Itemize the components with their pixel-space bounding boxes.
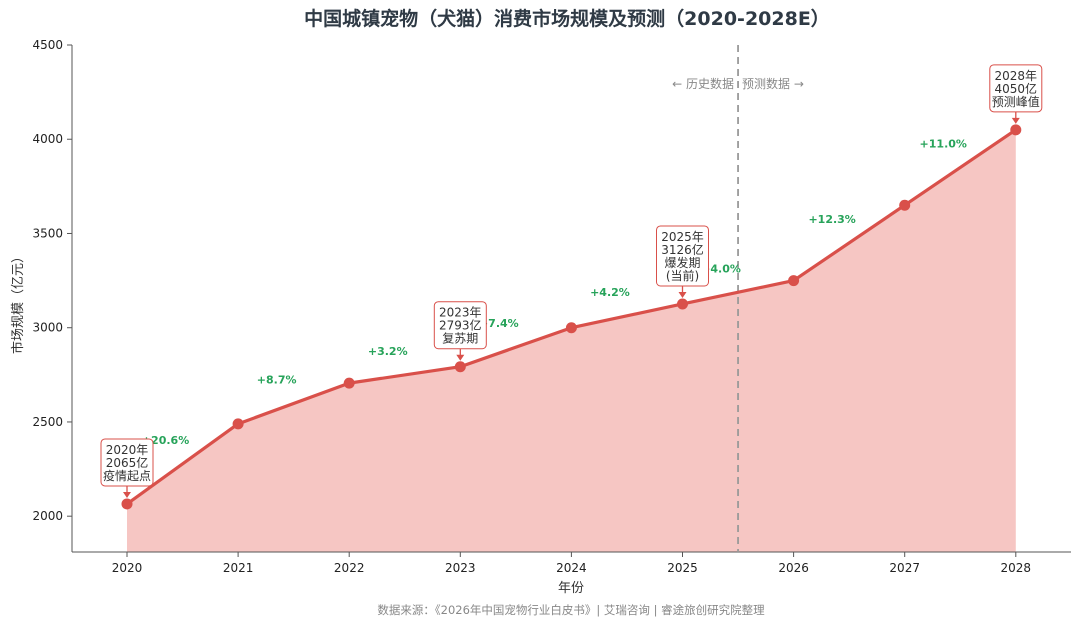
growth-rate-label: +11.0% [920, 138, 967, 151]
x-tick-label: 2022 [334, 561, 365, 575]
data-point [343, 377, 355, 389]
x-tick-label: 2020 [112, 561, 143, 575]
y-tick-label: 4000 [32, 132, 63, 146]
annotation-text: 2793亿 [439, 318, 482, 333]
area-fill [127, 129, 1016, 552]
growth-rate-label: +4.0% [701, 262, 741, 275]
data-source-note: 数据来源：《2026年中国宠物行业白皮书》| 艾瑞咨询 | 睿途旅创研究院整理 [377, 603, 765, 617]
x-tick-label: 2025 [667, 561, 698, 575]
annotation-box [100, 438, 154, 487]
annotation-box [989, 64, 1043, 113]
history-label: ← 历史数据 [672, 76, 734, 91]
growth-rate-label: +7.4% [479, 317, 519, 330]
annotation-arrow-head [1011, 117, 1020, 124]
annotation-text: 3126亿 [661, 242, 704, 257]
plot-area: 2000 2500 3000 3500 4000 4500 2020 2021 2022 2023… [32, 38, 1071, 575]
y-tick-label: 2500 [32, 415, 63, 429]
growth-rate-label: +12.3% [808, 213, 855, 226]
x-tick-label: 2027 [889, 561, 920, 575]
data-point [1010, 124, 1022, 136]
growth-rate-label: +20.6% [142, 434, 189, 447]
annotation-text: (当前) [666, 268, 699, 283]
data-point [899, 199, 911, 211]
annotation-text: 2023年 [439, 306, 482, 320]
annotation-arrow-head [678, 291, 687, 298]
annotation-text: 2065亿 [106, 455, 149, 470]
annotation-text: 2020年 [106, 443, 149, 457]
y-tick-label: 2000 [32, 509, 63, 523]
annotation-text: 疫情起点 [103, 468, 151, 483]
data-point [121, 498, 133, 510]
annotation-box [656, 225, 709, 287]
chart-title: 中国城镇宠物（犬猫）消费市场规模及预测（2020-2028E） [304, 7, 830, 30]
x-tick-label: 2021 [223, 561, 254, 575]
data-point [677, 298, 688, 310]
data-point [232, 418, 244, 430]
annotation-arrow-head [123, 491, 131, 498]
data-point [788, 275, 800, 287]
annotation-text: 复苏期 [442, 332, 478, 346]
x-tick-label: 2023 [445, 561, 476, 575]
annotation-arrow-head [456, 354, 465, 361]
y-tick-label: 3500 [32, 226, 63, 240]
y-tick-label: 3000 [32, 321, 63, 335]
annotation-text: 2025年 [661, 230, 704, 244]
data-point [565, 322, 577, 334]
y-axis-title: 市场规模（亿元） [10, 250, 26, 354]
x-tick-label: 2026 [778, 561, 809, 575]
x-axis-title: 年份 [558, 581, 584, 596]
growth-rate-label: +4.2% [590, 286, 630, 299]
growth-rate-label: +3.2% [368, 345, 408, 358]
annotation-text: 2028年 [995, 69, 1038, 83]
forecast-label: 预测数据 → [742, 76, 804, 91]
annotation-text: 预测峰值 [992, 94, 1040, 109]
annotation-text: 爆发期 [664, 255, 700, 270]
growth-rate-label: +8.7% [257, 373, 297, 386]
y-tick-label: 4500 [32, 38, 63, 52]
x-tick-label: 2028 [1001, 561, 1032, 575]
x-tick-label: 2024 [556, 561, 587, 575]
annotation-box [433, 301, 487, 350]
data-point [454, 361, 466, 373]
annotation-text: 4050亿 [995, 81, 1038, 96]
